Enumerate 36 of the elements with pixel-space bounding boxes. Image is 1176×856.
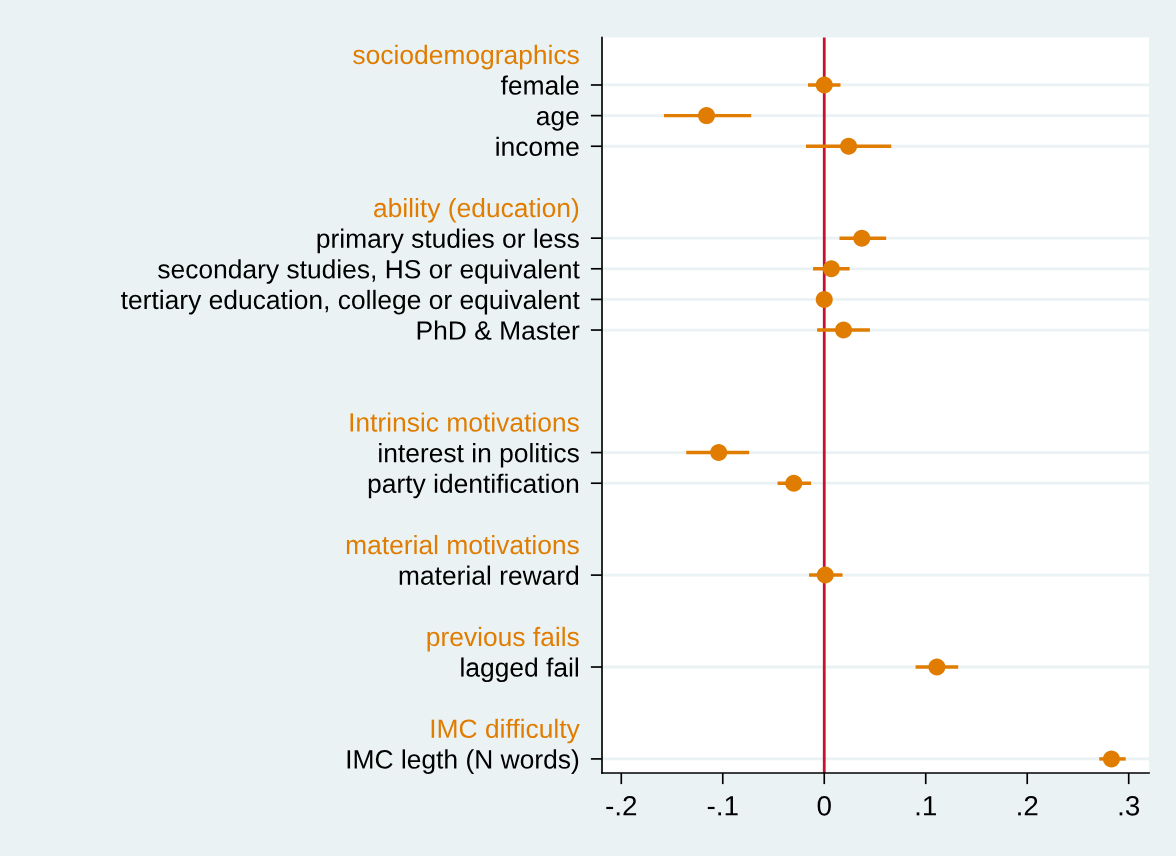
x-tick-label: .2 [1018, 795, 1038, 816]
y-tick-label: material motivations [346, 534, 579, 555]
y-tick-label: tertiary education, college or equivalent [121, 289, 580, 315]
point [835, 321, 853, 339]
point [816, 566, 834, 584]
y-tick-label: sociodemographics [353, 44, 579, 70]
point [698, 107, 716, 125]
point [710, 444, 728, 462]
y-tick-label: age [536, 110, 579, 131]
y-tick-label: interest in politics [379, 443, 579, 468]
y-tick-label: previous fails [427, 626, 579, 652]
x-tick-label: 0 [817, 795, 831, 816]
x-tick-label: -.2 [606, 795, 637, 816]
y-tick-label: ability (education) [374, 197, 579, 223]
y-tick-label: secondary studies, HS or equivalent [158, 259, 580, 284]
point [1102, 750, 1120, 768]
y-tick-label: PhD & Master [417, 320, 580, 340]
y-tick-label: party identification [368, 473, 579, 499]
y-tick-label: material reward [399, 565, 579, 585]
point [840, 137, 858, 155]
x-tick-label: .1 [916, 796, 936, 816]
y-tick-label: IMC difficulty [431, 718, 580, 744]
x-tick-label: -.1 [707, 796, 738, 816]
point [822, 260, 840, 278]
y-tick-label: primary studies or less [317, 228, 579, 254]
point [928, 658, 946, 676]
y-tick-label: IMC legth (N words) [347, 749, 579, 774]
point [853, 229, 871, 247]
point [815, 290, 833, 308]
point [785, 474, 803, 492]
y-tick-label: income [496, 136, 579, 157]
y-tick-label: lagged fail [461, 657, 579, 683]
x-tick-label: .3 [1119, 795, 1140, 816]
y-tick-label: female [500, 75, 579, 95]
point [815, 76, 833, 94]
y-tick-label: Intrinsic motivations [350, 412, 579, 432]
